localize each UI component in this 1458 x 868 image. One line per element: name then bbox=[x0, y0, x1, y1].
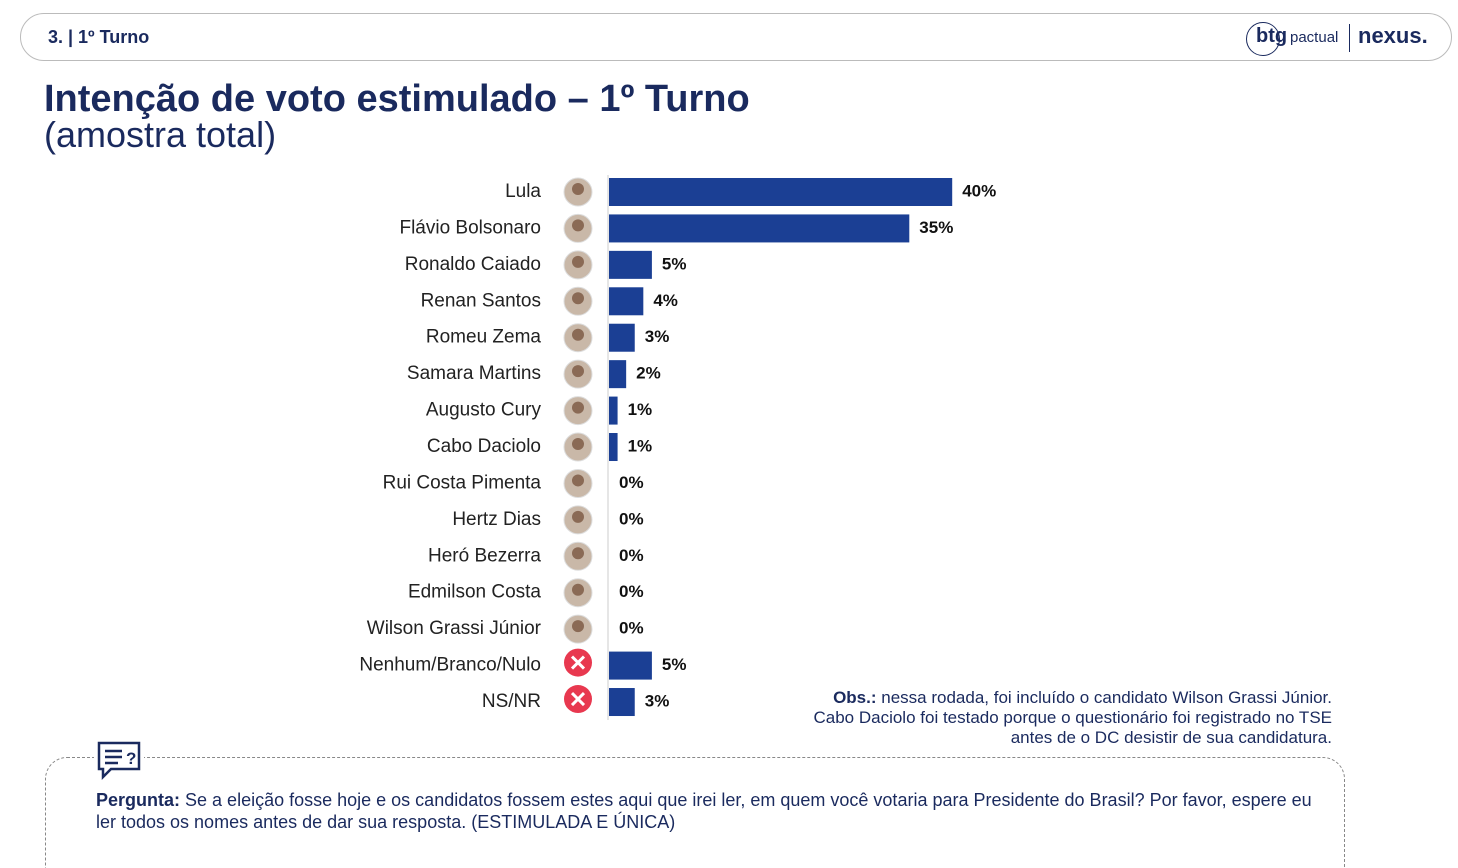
avatar-head bbox=[572, 328, 584, 341]
question-label: Pergunta: bbox=[96, 790, 181, 810]
note-label: Obs.: bbox=[833, 688, 877, 707]
value-label: 4% bbox=[653, 291, 678, 310]
section-label: 3. | 1º Turno bbox=[48, 27, 150, 47]
bar bbox=[609, 433, 618, 462]
category-label: Edmilson Costa bbox=[408, 582, 541, 603]
question: Pergunta: Se a eleição fosse hoje e os c… bbox=[96, 789, 1331, 833]
value-label: 0% bbox=[619, 582, 644, 601]
value-label: 0% bbox=[619, 473, 644, 492]
bar bbox=[609, 360, 627, 389]
avatar-head bbox=[572, 401, 584, 414]
avatar-head bbox=[572, 547, 584, 560]
bar bbox=[609, 250, 652, 279]
bar bbox=[609, 323, 635, 352]
value-label: 1% bbox=[628, 400, 653, 419]
logo-nexus: nexus. bbox=[1358, 23, 1428, 48]
value-label: 3% bbox=[645, 692, 670, 711]
note: Obs.: nessa rodada, foi incluído o candi… bbox=[800, 688, 1332, 748]
category-label: Wilson Grassi Júnior bbox=[367, 618, 542, 639]
avatar-head bbox=[572, 292, 584, 305]
value-label: 1% bbox=[628, 436, 653, 455]
value-label: 5% bbox=[662, 655, 687, 674]
logo-btg bbox=[1246, 22, 1280, 56]
avatar-head bbox=[572, 365, 584, 378]
question-text: Se a eleição fosse hoje e os candidatos … bbox=[96, 790, 1312, 832]
category-label: Lula bbox=[505, 181, 541, 202]
bar bbox=[609, 287, 644, 316]
bar bbox=[609, 178, 953, 206]
avatar-head bbox=[572, 183, 584, 195]
avatar-head bbox=[572, 219, 584, 232]
category-label: Augusto Cury bbox=[426, 400, 542, 421]
avatar-head bbox=[572, 510, 584, 523]
header-bar bbox=[20, 13, 1452, 61]
category-label: Renan Santos bbox=[421, 290, 541, 311]
none-icon-x bbox=[570, 691, 586, 707]
bar bbox=[609, 688, 635, 717]
chart-title: Intenção de voto estimulado – 1º Turno bbox=[44, 78, 750, 120]
avatar-head bbox=[572, 438, 584, 451]
category-label: Heró Bezerra bbox=[428, 545, 541, 566]
value-label: 0% bbox=[619, 509, 644, 528]
logo-divider bbox=[1349, 24, 1350, 52]
category-label: Romeu Zema bbox=[426, 327, 542, 348]
note-text: nessa rodada, foi incluído o candidato W… bbox=[813, 688, 1332, 747]
none-icon-x bbox=[570, 655, 586, 670]
category-label: Flávio Bolsonaro bbox=[399, 217, 541, 238]
avatar-head bbox=[572, 620, 584, 633]
svg-text:?: ? bbox=[126, 749, 136, 768]
value-label: 2% bbox=[636, 364, 661, 383]
avatar-head bbox=[572, 583, 584, 596]
category-label: Cabo Daciolo bbox=[427, 436, 541, 457]
category-label: NS/NR bbox=[482, 691, 541, 712]
logo-btg-text: btg bbox=[1256, 25, 1288, 47]
value-label: 0% bbox=[619, 546, 644, 565]
bar bbox=[609, 396, 618, 425]
avatar-head bbox=[572, 474, 584, 487]
category-label: Hertz Dias bbox=[452, 509, 541, 530]
question-box bbox=[45, 757, 1345, 868]
category-label: Ronaldo Caiado bbox=[405, 254, 541, 275]
category-label: Nenhum/Branco/Nulo bbox=[359, 655, 541, 676]
logo-btg-sub: pactual bbox=[1290, 29, 1339, 46]
avatar-head bbox=[572, 255, 584, 268]
value-label: 35% bbox=[919, 218, 953, 237]
value-label: 0% bbox=[619, 619, 644, 638]
category-label: Samara Martins bbox=[407, 363, 541, 384]
chart-subtitle: (amostra total) bbox=[44, 114, 277, 155]
category-label: Rui Costa Pimenta bbox=[383, 472, 542, 493]
bar bbox=[609, 651, 652, 680]
question-icon: ? bbox=[94, 740, 144, 780]
value-label: 3% bbox=[645, 327, 670, 346]
value-label: 40% bbox=[962, 181, 996, 200]
value-label: 5% bbox=[662, 254, 687, 273]
bar bbox=[609, 214, 910, 243]
chart: Lula 40% Flávio Bolsonaro 35% Ronaldo Caiado… bbox=[359, 175, 996, 720]
